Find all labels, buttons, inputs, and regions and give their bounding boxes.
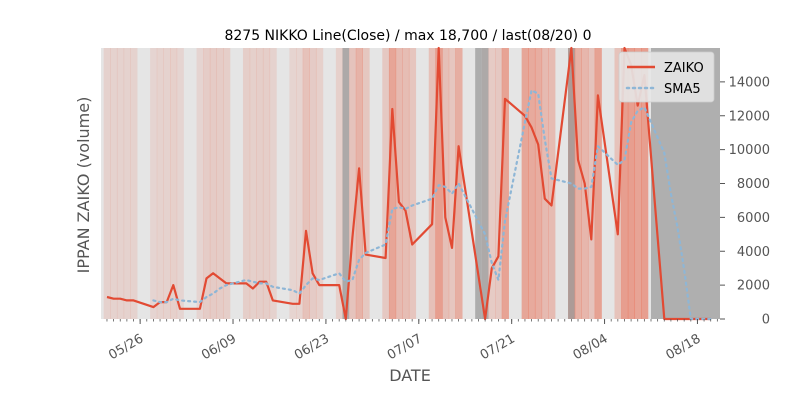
series-line-zaiko [106, 46, 711, 321]
day-shade-44 [521, 48, 529, 319]
day-shade-53 [594, 48, 602, 319]
day-shade-15 [242, 48, 251, 319]
day-shade-10 [196, 48, 204, 319]
y-tick-label-4: 8000 [737, 177, 770, 192]
y-tick-label-1: 2000 [737, 279, 770, 294]
chart-title: 8275 NIKKO Line(Close) / max 18,700 / la… [224, 28, 591, 44]
day-shade-24 [315, 48, 324, 319]
day-shade-33 [402, 48, 410, 319]
y-axis-label: IPPAN ZAIKO (volume) [74, 97, 93, 274]
x-tick-label-4: 07/21 [478, 331, 518, 363]
x-tick-label-2: 06/23 [292, 331, 332, 363]
day-shade-6 [156, 48, 164, 319]
day-shade-14 [223, 48, 231, 319]
day-shade-43 [501, 48, 509, 319]
x-axis: 05/26 06/09 06/23 07/07 07/21 08/04 08/18 [106, 319, 718, 363]
day-shade-13 [216, 48, 224, 319]
legend-sma5-label: SMA5 [664, 82, 701, 97]
day-shade-27 [349, 48, 357, 319]
day-shade-11 [203, 48, 211, 319]
x-tick-label-5: 08/04 [571, 331, 611, 363]
day-shade-55 [621, 48, 629, 319]
y-tick-label-0: 0 [762, 313, 770, 328]
legend-zaiko-label: ZAIKO [664, 61, 704, 76]
day-shade-7 [163, 48, 171, 319]
day-shade-52 [587, 48, 596, 319]
day-shade-47 [541, 48, 549, 319]
day-shade-37 [442, 48, 450, 319]
day-shade-32 [395, 48, 403, 319]
day-shade-2 [116, 48, 125, 319]
x-tick-label-3: 07/07 [385, 331, 425, 363]
x-tick-label-1: 06/09 [199, 331, 239, 363]
plot-background [101, 48, 720, 319]
day-shade-30 [382, 48, 390, 319]
day-shade-17 [256, 48, 264, 319]
day-shade-0 [103, 48, 111, 319]
day-shade-58 [641, 48, 649, 319]
day-shade-57 [634, 48, 642, 319]
x-tick-label-0: 05/26 [106, 331, 146, 363]
y-tick-label-7: 14000 [729, 75, 770, 90]
day-shade-36 [435, 48, 443, 319]
day-shade-4 [130, 48, 138, 319]
series-line-sma5 [152, 89, 712, 321]
y-tick-label-5: 10000 [729, 143, 770, 158]
day-shade-9 [176, 48, 184, 319]
day-shade-42 [495, 48, 503, 319]
day-shade-3 [123, 48, 131, 319]
day-shade-5 [150, 48, 158, 319]
series-lines [106, 46, 712, 321]
day-shade-54 [614, 48, 622, 319]
day-shade-18 [262, 48, 271, 319]
day-shade-41 [488, 48, 496, 319]
y-tick-label-3: 6000 [737, 211, 770, 226]
day-shade-25 [335, 48, 344, 319]
day-shade-12 [209, 48, 218, 319]
day-shade-56 [627, 48, 636, 319]
legend-box [618, 51, 715, 103]
gap-shade-0 [342, 48, 350, 319]
day-shade-16 [249, 48, 257, 319]
gap-shade-2 [481, 48, 489, 319]
x-axis-label: DATE [389, 366, 431, 385]
day-shade-19 [269, 48, 277, 319]
y-tick-label-2: 4000 [737, 245, 770, 260]
day-shade-50 [574, 48, 582, 319]
day-shade-22 [302, 48, 310, 319]
day-shade-8 [169, 48, 178, 319]
legend: ZAIKO SMA5 [618, 51, 715, 103]
gap-shade-1 [475, 48, 482, 319]
day-shade-20 [289, 48, 297, 319]
day-shade-31 [388, 48, 397, 319]
day-shade-23 [309, 48, 317, 319]
day-shade-45 [528, 48, 536, 319]
day-shade-46 [534, 48, 543, 319]
plot-area [101, 48, 720, 319]
y-tick-label-6: 12000 [729, 109, 770, 124]
day-shade-29 [362, 48, 370, 319]
y-axis: 0 2000 4000 6000 8000 10000 12000 14000 [720, 75, 770, 328]
day-shade-34 [408, 48, 417, 319]
day-shade-48 [548, 48, 556, 319]
day-shade-1 [110, 48, 118, 319]
day-shade-38 [448, 48, 456, 319]
x-tick-label-6: 08/18 [663, 331, 703, 363]
day-shade-21 [296, 48, 304, 319]
day-shade-35 [428, 48, 436, 319]
